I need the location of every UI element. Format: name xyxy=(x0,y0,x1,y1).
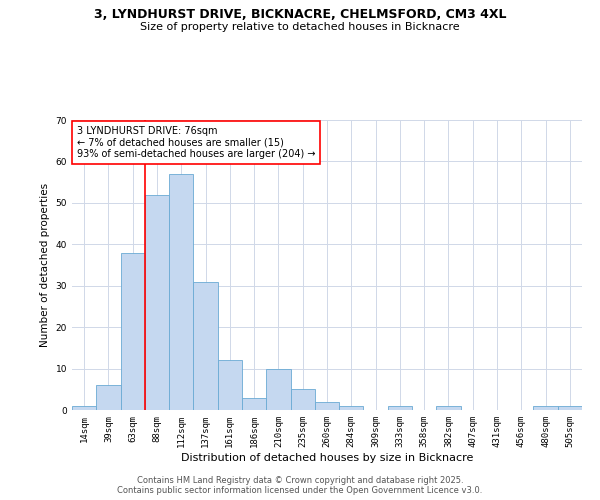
Y-axis label: Number of detached properties: Number of detached properties xyxy=(40,183,50,347)
Bar xyxy=(558,406,582,410)
Bar xyxy=(96,385,121,410)
Bar xyxy=(145,194,169,410)
Bar xyxy=(339,406,364,410)
Bar xyxy=(533,406,558,410)
Bar xyxy=(315,402,339,410)
Bar xyxy=(242,398,266,410)
Bar xyxy=(266,368,290,410)
Bar xyxy=(193,282,218,410)
Bar xyxy=(388,406,412,410)
Bar xyxy=(290,390,315,410)
Bar xyxy=(218,360,242,410)
Text: 3, LYNDHURST DRIVE, BICKNACRE, CHELMSFORD, CM3 4XL: 3, LYNDHURST DRIVE, BICKNACRE, CHELMSFOR… xyxy=(94,8,506,20)
Bar xyxy=(169,174,193,410)
Bar xyxy=(72,406,96,410)
Text: Size of property relative to detached houses in Bicknacre: Size of property relative to detached ho… xyxy=(140,22,460,32)
Text: Contains HM Land Registry data © Crown copyright and database right 2025.
Contai: Contains HM Land Registry data © Crown c… xyxy=(118,476,482,495)
Bar xyxy=(121,252,145,410)
Bar xyxy=(436,406,461,410)
X-axis label: Distribution of detached houses by size in Bicknacre: Distribution of detached houses by size … xyxy=(181,452,473,462)
Text: 3 LYNDHURST DRIVE: 76sqm
← 7% of detached houses are smaller (15)
93% of semi-de: 3 LYNDHURST DRIVE: 76sqm ← 7% of detache… xyxy=(77,126,316,159)
